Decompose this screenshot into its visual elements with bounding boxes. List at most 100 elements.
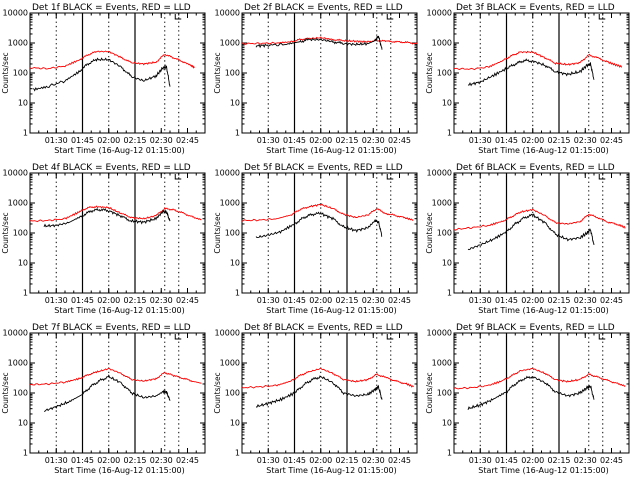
y-tick-label: 10 bbox=[442, 99, 452, 108]
series-line-red-lld bbox=[29, 50, 195, 70]
x-axis-label: Start Time (16-Aug-12 01:15:00) bbox=[54, 306, 185, 315]
x-tick-label: 02:30 bbox=[362, 136, 385, 145]
y-tick-label: 10 bbox=[442, 259, 452, 268]
y-tick-label: 10000 bbox=[215, 9, 240, 18]
y-tick-label: 1000 bbox=[432, 359, 452, 368]
x-tick-label: 02:00 bbox=[97, 296, 120, 305]
panel-8: Det 8f BLACK = Events, RED = LLD 1 10 100 10… bbox=[213, 323, 418, 475]
panel-title: Det 4f BLACK = Events, RED = LLD bbox=[32, 163, 191, 173]
y-tick-label: 1000 bbox=[8, 39, 28, 48]
y-tick-label: 100 bbox=[13, 389, 28, 398]
x-axis-label: Start Time (16-Aug-12 01:15:00) bbox=[54, 466, 185, 475]
y-axis-label: Counts/sec bbox=[213, 212, 222, 253]
y-tick-label: 1000 bbox=[432, 39, 452, 48]
x-tick-label: 01:45 bbox=[71, 296, 94, 305]
x-tick-label: 02:00 bbox=[521, 296, 544, 305]
x-tick-label: 02:15 bbox=[123, 456, 146, 465]
series-line-red-lld bbox=[453, 208, 626, 231]
y-tick-label: 10 bbox=[18, 99, 28, 108]
x-axis-label: Start Time (16-Aug-12 01:15:00) bbox=[478, 306, 609, 315]
x-tick-label: 02:00 bbox=[309, 296, 332, 305]
series-line-red-lld bbox=[241, 36, 418, 45]
panel-4: Det 4f BLACK = Events, RED = LLD 1 10 100 10… bbox=[1, 163, 206, 315]
x-tick-label: 02:45 bbox=[600, 456, 623, 465]
y-tick-label: 1 bbox=[447, 449, 452, 458]
x-tick-label: 01:45 bbox=[283, 136, 306, 145]
series-line-red-lld bbox=[29, 367, 202, 386]
x-tick-label: 02:45 bbox=[176, 136, 199, 145]
x-axis-label: Start Time (16-Aug-12 01:15:00) bbox=[266, 466, 397, 475]
y-tick-label: 100 bbox=[13, 229, 28, 238]
series-line-black-events bbox=[467, 58, 595, 87]
y-tick-label: 100 bbox=[437, 69, 452, 78]
x-tick-label: 01:45 bbox=[71, 456, 94, 465]
y-tick-label: 1 bbox=[23, 449, 28, 458]
x-tick-label: 02:45 bbox=[176, 296, 199, 305]
x-tick-label: 01:45 bbox=[495, 136, 518, 145]
x-axis-label: Start Time (16-Aug-12 01:15:00) bbox=[478, 466, 609, 475]
x-tick-label: 02:45 bbox=[176, 456, 199, 465]
x-axis-label: Start Time (16-Aug-12 01:15:00) bbox=[266, 306, 397, 315]
corner-marker bbox=[386, 14, 394, 20]
x-tick-label: 02:30 bbox=[362, 296, 385, 305]
x-tick-label: 01:45 bbox=[71, 136, 94, 145]
panel-title: Det 3f BLACK = Events, RED = LLD bbox=[456, 3, 615, 13]
corner-marker bbox=[598, 14, 606, 20]
x-tick-label: 01:30 bbox=[257, 296, 280, 305]
x-tick-label: 02:30 bbox=[574, 136, 597, 145]
x-tick-label: 02:30 bbox=[574, 456, 597, 465]
x-tick-label: 02:00 bbox=[521, 136, 544, 145]
y-tick-label: 10000 bbox=[215, 169, 240, 178]
y-tick-label: 100 bbox=[437, 229, 452, 238]
y-tick-label: 100 bbox=[225, 69, 240, 78]
panel-6: Det 6f BLACK = Events, RED = LLD 1 10 100 10… bbox=[425, 163, 630, 315]
series-line-black-events bbox=[43, 374, 171, 412]
y-tick-label: 10 bbox=[442, 419, 452, 428]
x-tick-label: 02:30 bbox=[150, 456, 173, 465]
x-tick-label: 02:30 bbox=[362, 456, 385, 465]
series-line-black-events bbox=[255, 35, 383, 50]
y-tick-label: 10000 bbox=[427, 169, 452, 178]
series-line-black-events bbox=[33, 57, 171, 92]
x-axis-label: Start Time (16-Aug-12 01:15:00) bbox=[54, 146, 185, 155]
y-axis-label: Counts/sec bbox=[213, 52, 222, 93]
x-tick-label: 01:45 bbox=[495, 456, 518, 465]
y-tick-label: 100 bbox=[225, 229, 240, 238]
y-tick-label: 10000 bbox=[3, 169, 28, 178]
x-tick-label: 01:30 bbox=[257, 136, 280, 145]
x-tick-label: 01:30 bbox=[469, 456, 492, 465]
panel-9: Det 9f BLACK = Events, RED = LLD 1 10 100 10… bbox=[425, 323, 630, 475]
x-tick-label: 01:45 bbox=[283, 296, 306, 305]
x-tick-label: 02:30 bbox=[574, 296, 597, 305]
x-tick-label: 02:00 bbox=[309, 456, 332, 465]
y-tick-label: 1 bbox=[235, 129, 240, 138]
y-axis-label: Counts/sec bbox=[1, 212, 10, 253]
x-tick-label: 01:45 bbox=[495, 296, 518, 305]
x-tick-label: 02:00 bbox=[97, 456, 120, 465]
panel-title: Det 5f BLACK = Events, RED = LLD bbox=[244, 163, 403, 173]
panel-3: Det 3f BLACK = Events, RED = LLD 1 10 100 10… bbox=[425, 3, 630, 155]
series-line-black-events bbox=[467, 213, 595, 251]
x-tick-label: 01:30 bbox=[257, 456, 280, 465]
corner-marker bbox=[174, 14, 182, 20]
series-line-red-lld bbox=[241, 203, 414, 222]
x-tick-label: 02:15 bbox=[335, 136, 358, 145]
x-tick-label: 01:30 bbox=[45, 136, 68, 145]
x-tick-label: 02:15 bbox=[123, 136, 146, 145]
x-tick-label: 02:15 bbox=[547, 296, 570, 305]
x-tick-label: 02:15 bbox=[335, 456, 358, 465]
y-tick-label: 10 bbox=[230, 419, 240, 428]
series-line-red-lld bbox=[453, 368, 626, 390]
y-tick-label: 10000 bbox=[215, 329, 240, 338]
y-tick-label: 10 bbox=[18, 419, 28, 428]
corner-marker bbox=[598, 174, 606, 180]
y-axis-label: Counts/sec bbox=[425, 52, 434, 93]
panel-title: Det 2f BLACK = Events, RED = LLD bbox=[244, 3, 403, 13]
panel-title: Det 1f BLACK = Events, RED = LLD bbox=[32, 3, 191, 13]
x-tick-label: 02:00 bbox=[521, 456, 544, 465]
corner-marker bbox=[598, 334, 606, 340]
x-tick-label: 02:45 bbox=[600, 136, 623, 145]
x-tick-label: 02:15 bbox=[335, 296, 358, 305]
y-tick-label: 1000 bbox=[220, 39, 240, 48]
